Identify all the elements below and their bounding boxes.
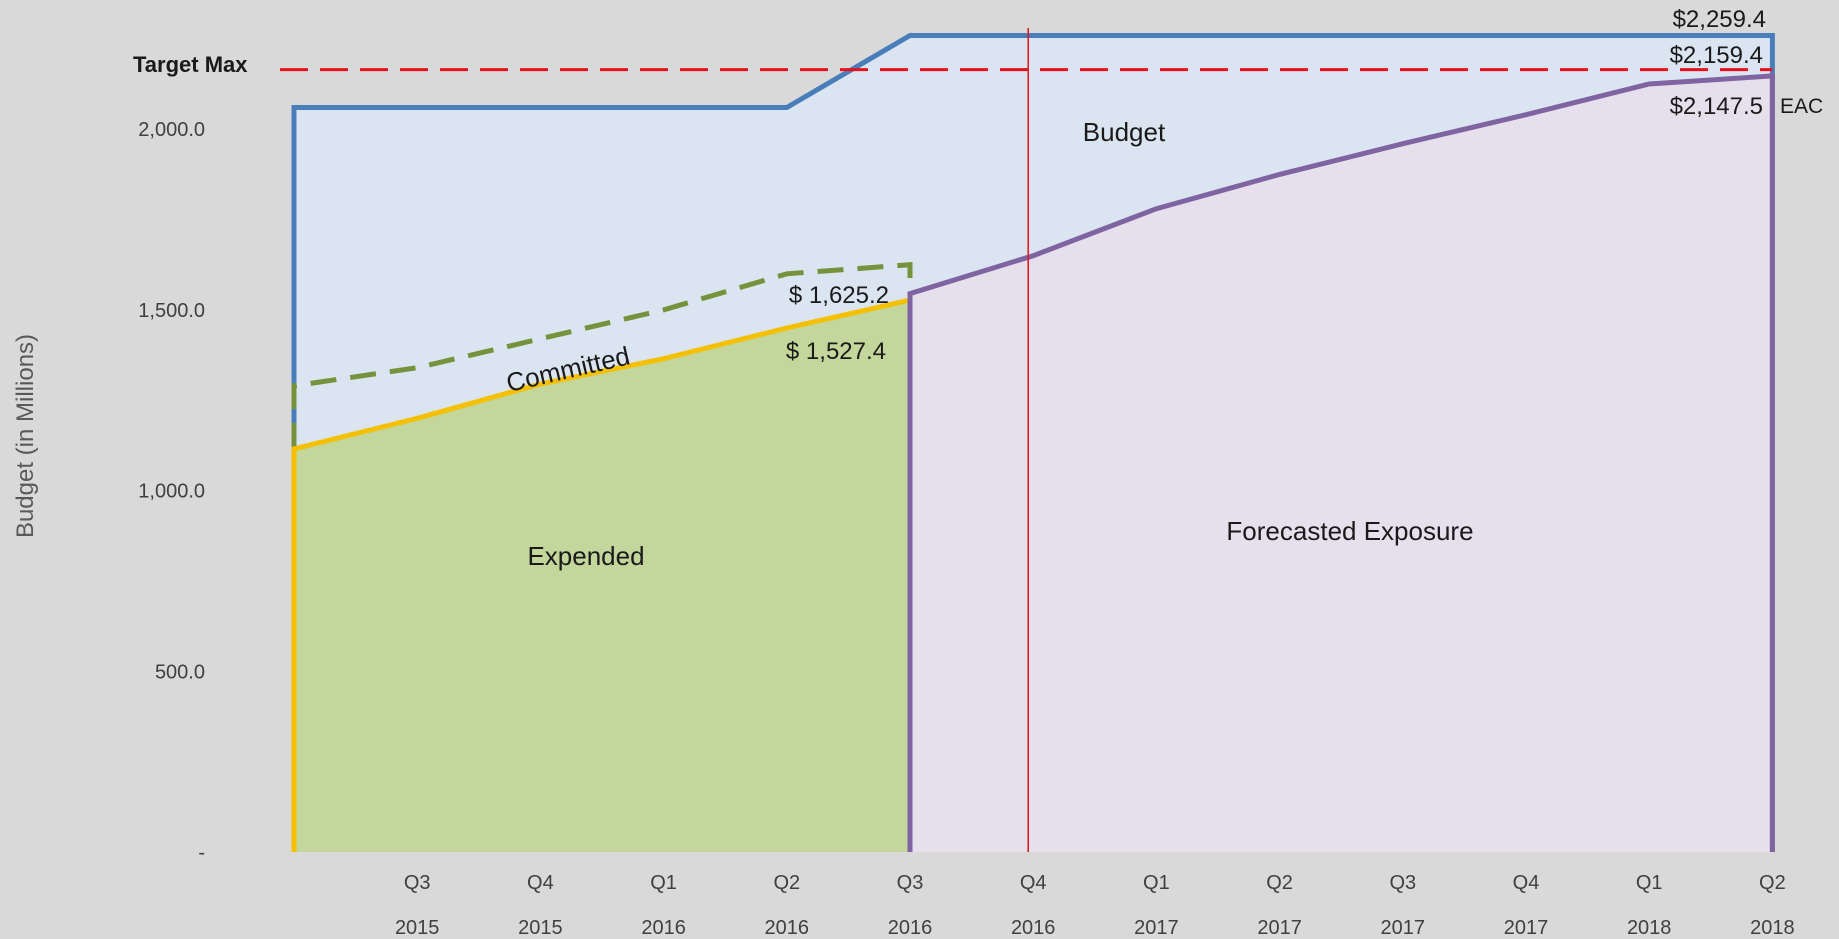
target-max-label: Target Max xyxy=(133,52,248,77)
eac-label: EAC xyxy=(1780,95,1823,118)
y-tick-label: 2,000.0 xyxy=(138,119,205,141)
x-tick-quarter: Q1 xyxy=(1636,872,1663,894)
x-tick-year: 2017 xyxy=(1257,917,1302,939)
expended-line xyxy=(291,296,913,852)
budget-end-value: $2,259.4 xyxy=(1673,6,1766,33)
y-axis-ticks: - 500.0 1,000.0 1,500.0 2,000.0 xyxy=(138,119,205,864)
x-tick-quarter: Q4 xyxy=(1513,872,1540,894)
eac-value: $2,147.5 xyxy=(1670,93,1763,120)
committed-value: $ 1,625.2 xyxy=(789,282,889,309)
x-tick-quarter: Q3 xyxy=(404,872,431,894)
x-tick-quarter: Q2 xyxy=(1266,872,1293,894)
x-tick-quarter: Q3 xyxy=(1389,872,1416,894)
x-tick-year: 2018 xyxy=(1627,917,1672,939)
x-tick-year: 2018 xyxy=(1750,917,1795,939)
budget-region-label: Budget xyxy=(1083,117,1166,147)
forecast-area xyxy=(910,75,1773,852)
x-tick-quarter: Q4 xyxy=(527,872,554,894)
x-tick-quarter: Q1 xyxy=(650,872,677,894)
committed-line xyxy=(291,262,913,449)
y-axis-label: Budget (in Millions) xyxy=(12,334,39,538)
x-tick-year: 2015 xyxy=(518,917,563,939)
x-tick-year: 2016 xyxy=(1011,917,1056,939)
x-axis-ticks: Q3 2015 Q4 2015 Q1 2016 Q2 2016 Q3 2016 Q4 2016 Q1 20… xyxy=(395,872,1795,939)
x-tick-quarter: Q4 xyxy=(1020,872,1047,894)
expended-area xyxy=(294,300,910,852)
expended-value: $ 1,527.4 xyxy=(786,338,886,365)
x-tick-quarter: Q2 xyxy=(1759,872,1786,894)
x-tick-year: 2017 xyxy=(1381,917,1426,939)
expended-region-label: Expended xyxy=(527,541,644,571)
x-tick-quarter: Q2 xyxy=(773,872,800,894)
forecast-region-label: Forecasted Exposure xyxy=(1226,516,1473,546)
y-tick-label: 1,500.0 xyxy=(138,300,205,322)
target-end-value: $2,159.4 xyxy=(1670,42,1763,69)
x-tick-year: 2016 xyxy=(888,917,933,939)
x-tick-year: 2016 xyxy=(641,917,686,939)
x-tick-year: 2017 xyxy=(1134,917,1179,939)
forecast-line xyxy=(907,73,1775,852)
y-tick-label: 1,000.0 xyxy=(138,481,205,503)
x-tick-year: 2017 xyxy=(1504,917,1549,939)
x-tick-year: 2015 xyxy=(395,917,440,939)
x-tick-quarter: Q1 xyxy=(1143,872,1170,894)
y-tick-label: - xyxy=(198,842,205,864)
x-tick-year: 2016 xyxy=(765,917,810,939)
x-tick-quarter: Q3 xyxy=(897,872,924,894)
y-tick-label: 500.0 xyxy=(155,661,205,683)
